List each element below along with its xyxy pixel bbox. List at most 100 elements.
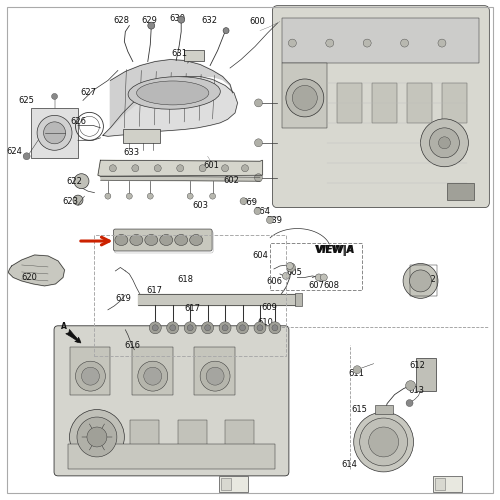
Text: 621: 621	[116, 236, 132, 246]
Circle shape	[206, 367, 224, 385]
Bar	[178, 420, 206, 460]
Circle shape	[166, 322, 178, 334]
Circle shape	[282, 272, 290, 280]
Circle shape	[240, 325, 246, 331]
Text: VIEW|A: VIEW|A	[315, 246, 354, 256]
Text: 607: 607	[309, 282, 325, 290]
Circle shape	[52, 94, 58, 100]
Bar	[70, 347, 110, 395]
Circle shape	[73, 195, 83, 205]
Ellipse shape	[160, 234, 172, 246]
Circle shape	[257, 325, 263, 331]
Circle shape	[219, 322, 231, 334]
Circle shape	[354, 412, 414, 472]
Text: 605: 605	[286, 268, 302, 277]
Bar	[194, 347, 235, 395]
Text: VIEW|A: VIEW|A	[315, 246, 354, 256]
Bar	[123, 129, 160, 143]
Circle shape	[178, 16, 184, 23]
Circle shape	[82, 367, 100, 385]
Circle shape	[170, 325, 175, 331]
Circle shape	[23, 153, 30, 160]
Text: 615: 615	[352, 405, 368, 414]
Bar	[219, 476, 248, 492]
Text: 769: 769	[241, 198, 257, 207]
Circle shape	[254, 174, 262, 182]
Polygon shape	[98, 160, 262, 176]
Circle shape	[187, 325, 193, 331]
Circle shape	[254, 208, 261, 214]
Circle shape	[77, 417, 117, 457]
Circle shape	[223, 28, 229, 34]
Text: 617: 617	[184, 304, 200, 314]
Circle shape	[76, 361, 106, 391]
Text: 601: 601	[203, 160, 219, 170]
Circle shape	[254, 322, 266, 334]
Text: 616: 616	[124, 341, 140, 350]
Ellipse shape	[136, 81, 209, 105]
Circle shape	[87, 427, 107, 447]
Text: 902: 902	[420, 276, 436, 284]
Text: 604: 604	[252, 252, 268, 260]
Circle shape	[202, 322, 213, 334]
Bar	[184, 50, 204, 60]
Circle shape	[187, 193, 193, 199]
Bar	[282, 18, 480, 63]
Circle shape	[44, 122, 66, 144]
Text: 603: 603	[192, 200, 208, 209]
Bar	[338, 83, 362, 123]
Circle shape	[420, 119, 469, 166]
Circle shape	[320, 274, 328, 281]
Circle shape	[222, 325, 228, 331]
Polygon shape	[103, 76, 238, 136]
Text: 608: 608	[324, 282, 340, 290]
Bar	[372, 83, 397, 123]
Text: 613: 613	[408, 386, 424, 395]
Text: 606: 606	[266, 277, 282, 286]
Circle shape	[353, 366, 361, 374]
Bar	[447, 182, 474, 200]
Circle shape	[269, 322, 281, 334]
Circle shape	[200, 361, 230, 391]
Bar	[132, 347, 172, 395]
Circle shape	[266, 216, 274, 224]
Circle shape	[254, 139, 262, 147]
Circle shape	[176, 164, 184, 172]
Text: 633: 633	[124, 148, 140, 158]
Text: 764: 764	[254, 206, 270, 216]
Circle shape	[403, 264, 438, 298]
Text: 625: 625	[18, 96, 34, 105]
Text: 631: 631	[171, 48, 187, 58]
Ellipse shape	[115, 234, 128, 246]
Circle shape	[210, 193, 216, 199]
Bar	[221, 478, 231, 490]
Text: 610: 610	[257, 318, 273, 327]
Polygon shape	[8, 255, 64, 286]
Circle shape	[288, 39, 296, 47]
Bar	[282, 63, 328, 128]
Bar	[295, 293, 302, 306]
Circle shape	[316, 274, 322, 281]
Polygon shape	[110, 60, 232, 128]
Bar	[407, 83, 432, 123]
Circle shape	[132, 164, 139, 172]
Circle shape	[138, 361, 168, 391]
Circle shape	[240, 198, 247, 204]
Text: A: A	[61, 322, 67, 332]
Bar	[225, 420, 254, 460]
Circle shape	[368, 427, 398, 457]
FancyBboxPatch shape	[272, 6, 490, 207]
Text: 628: 628	[114, 16, 130, 25]
Text: 739: 739	[266, 216, 282, 224]
FancyBboxPatch shape	[114, 229, 212, 251]
Text: 627: 627	[80, 88, 96, 98]
Circle shape	[74, 174, 89, 188]
Bar	[436, 478, 446, 490]
Bar	[410, 265, 437, 296]
Circle shape	[150, 322, 161, 334]
Circle shape	[37, 116, 72, 150]
Circle shape	[360, 418, 408, 466]
Circle shape	[400, 39, 408, 47]
Bar	[416, 358, 436, 390]
Circle shape	[410, 270, 432, 292]
